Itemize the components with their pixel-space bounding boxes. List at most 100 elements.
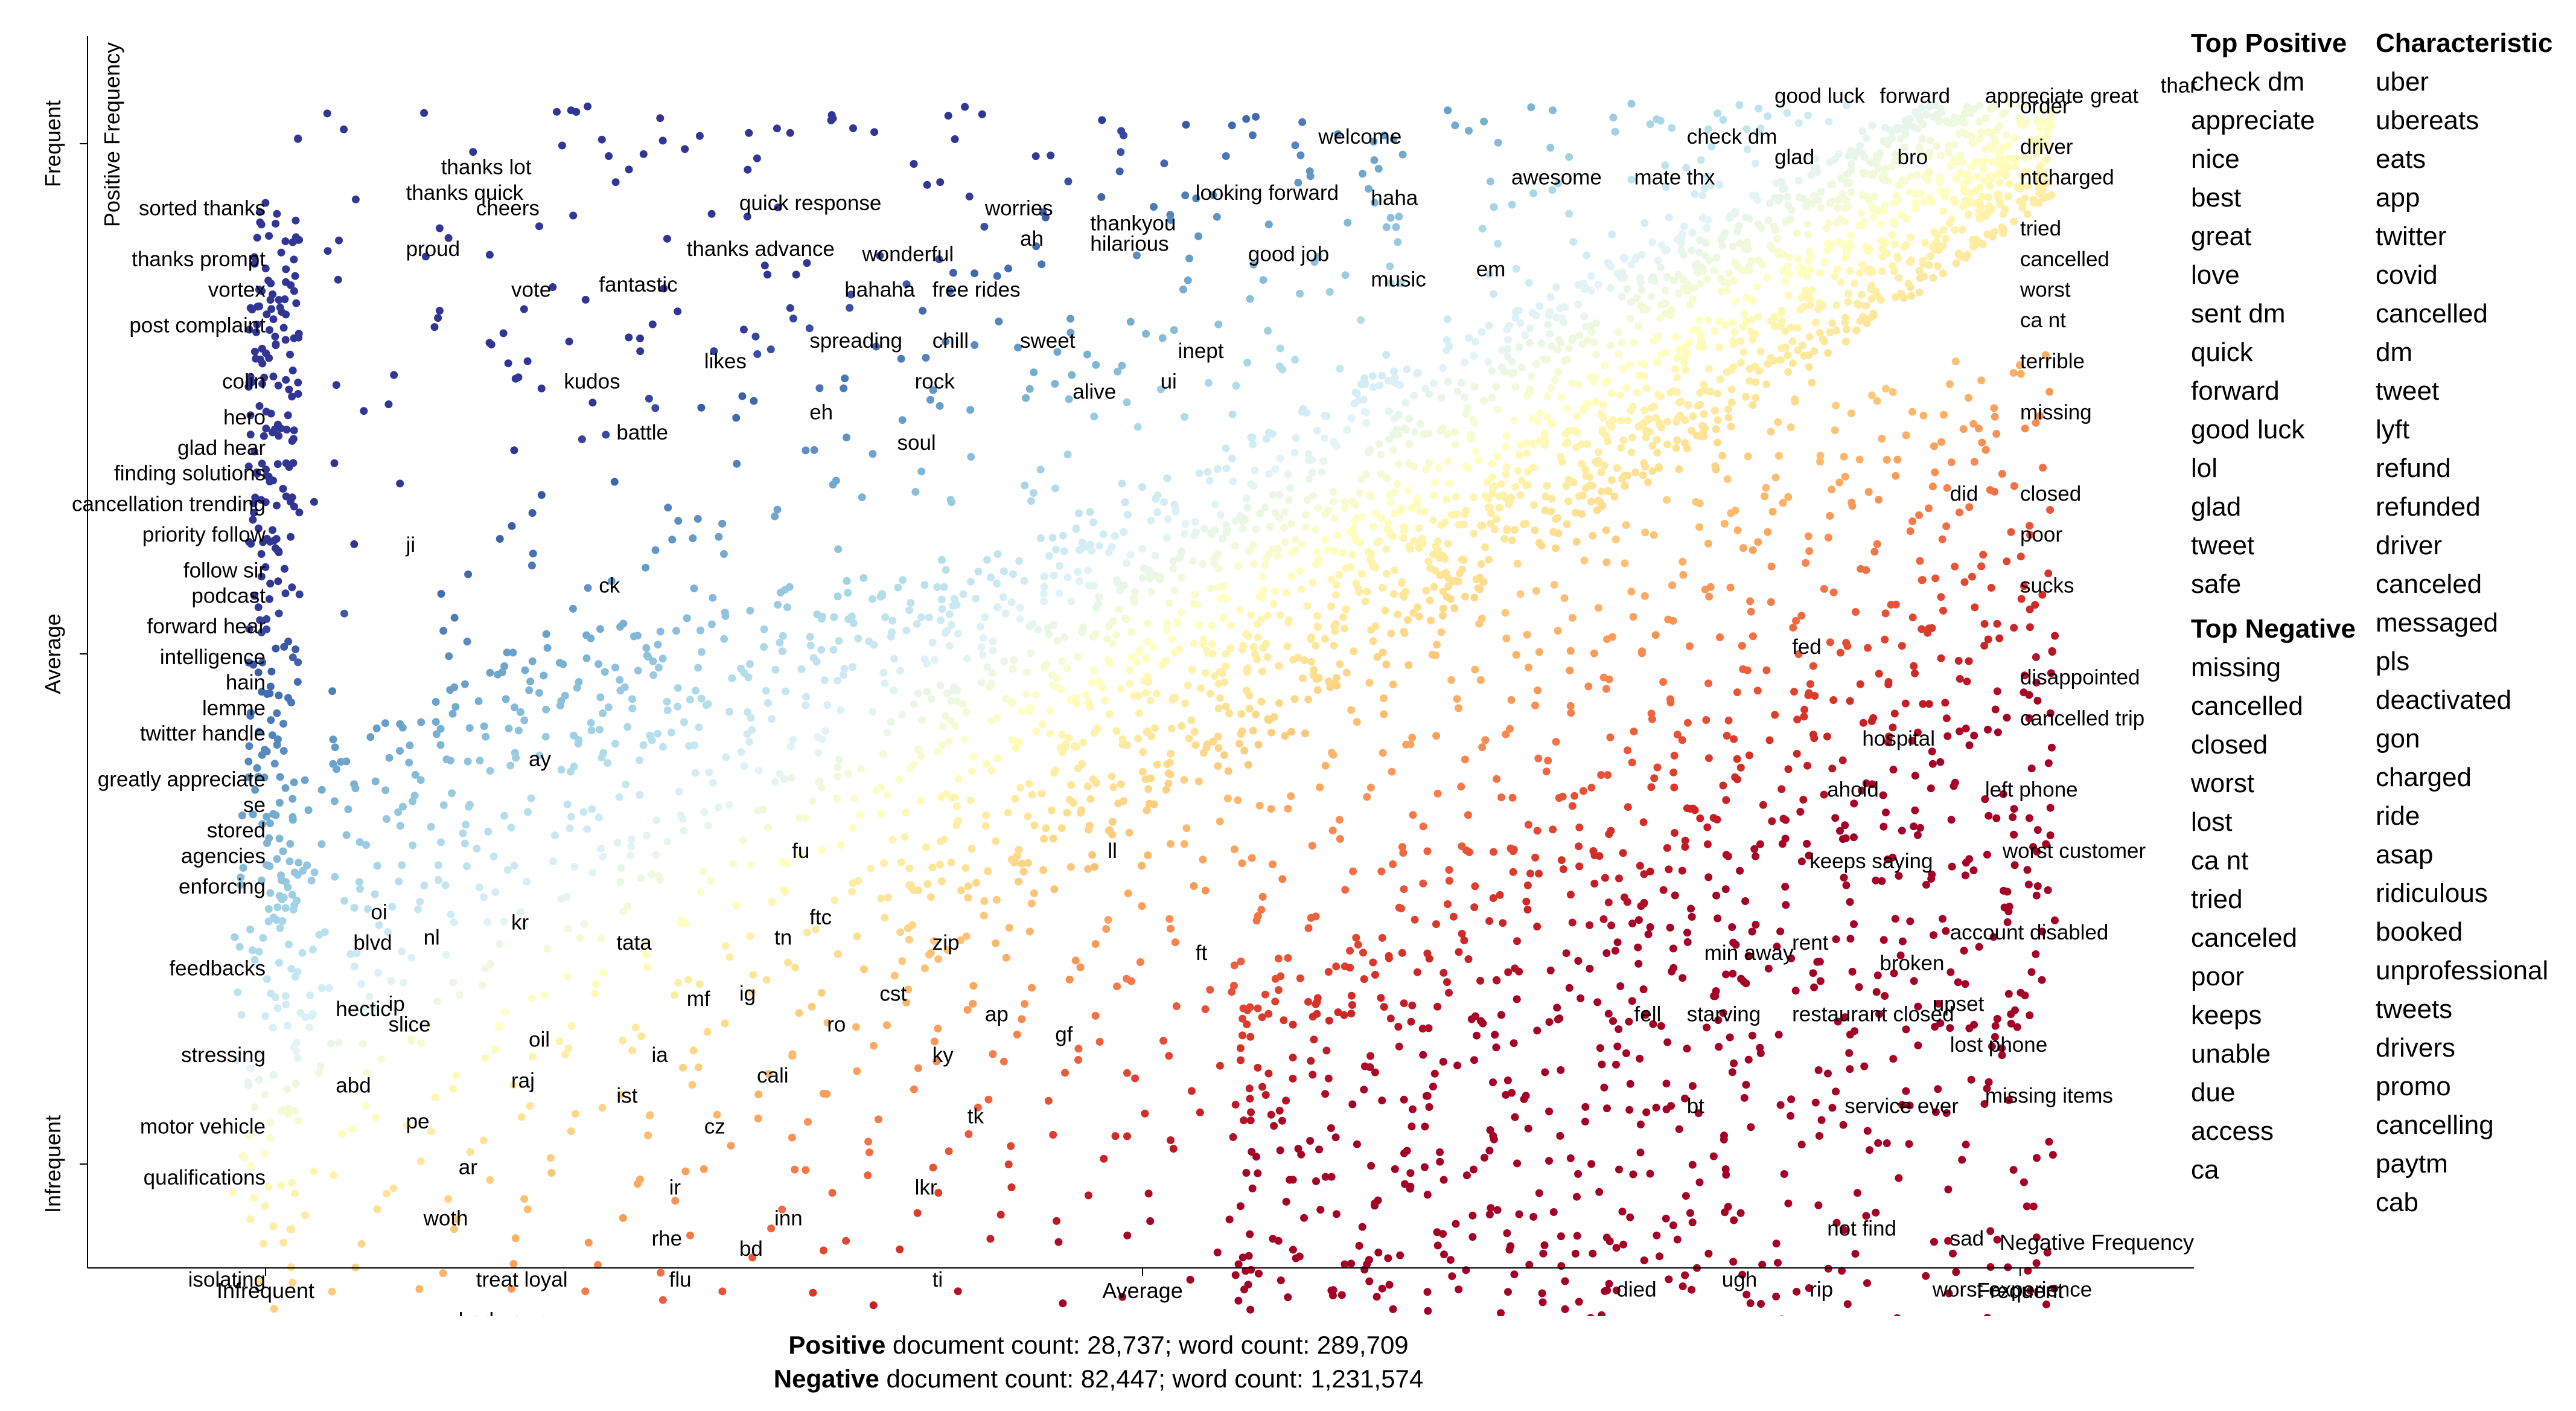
term-point bbox=[1807, 171, 1816, 179]
term-point bbox=[1965, 741, 1974, 749]
term-point bbox=[263, 813, 271, 821]
term-point bbox=[1493, 515, 1501, 523]
term-point bbox=[1127, 653, 1136, 662]
term-point bbox=[406, 741, 414, 750]
term-point bbox=[1204, 379, 1213, 387]
term-point bbox=[2010, 134, 2018, 142]
term-point bbox=[604, 703, 613, 711]
term-point bbox=[267, 667, 276, 676]
term-label: ui bbox=[1161, 370, 1177, 394]
term-point bbox=[1789, 359, 1797, 368]
term-point bbox=[1085, 581, 1093, 590]
term-point bbox=[1707, 181, 1715, 190]
term-point bbox=[1185, 254, 1193, 263]
term-point bbox=[1354, 584, 1362, 593]
term-point bbox=[2021, 424, 2029, 433]
term-point bbox=[1787, 323, 1795, 331]
term-point bbox=[1826, 638, 1834, 647]
term-point bbox=[1395, 411, 1403, 419]
term-point bbox=[1258, 572, 1267, 581]
term-point bbox=[869, 708, 877, 716]
term-point bbox=[1627, 448, 1636, 456]
term-point bbox=[1067, 781, 1076, 789]
term-point bbox=[296, 1009, 305, 1017]
term-point bbox=[1918, 625, 1926, 633]
term-point bbox=[1739, 348, 1748, 356]
term-point bbox=[1862, 566, 1870, 574]
term-point bbox=[858, 493, 866, 502]
term-point bbox=[1866, 1146, 1873, 1154]
term-point bbox=[1025, 385, 1034, 393]
term-point bbox=[1828, 485, 1836, 494]
term-point bbox=[1296, 151, 1305, 159]
legend-column-left: Top Positive check dm appreciate nice best g… bbox=[2191, 24, 2356, 1189]
term-point bbox=[1495, 504, 1503, 512]
term-point bbox=[1799, 796, 1808, 804]
term-point bbox=[448, 709, 457, 718]
term-point bbox=[1525, 278, 1533, 287]
term-point bbox=[1287, 519, 1295, 528]
term-point bbox=[1840, 1226, 1848, 1234]
term-point bbox=[1566, 667, 1574, 674]
term-point bbox=[1358, 1223, 1366, 1231]
term-point bbox=[788, 1133, 796, 1142]
term-point bbox=[2031, 601, 2039, 609]
term-point bbox=[1077, 808, 1085, 817]
term-point bbox=[1430, 491, 1438, 499]
term-point bbox=[1952, 174, 1960, 182]
term-point bbox=[963, 1006, 972, 1014]
term-point bbox=[253, 234, 261, 242]
term-point bbox=[1995, 122, 2004, 130]
term-point bbox=[1922, 880, 1930, 889]
term-point bbox=[1657, 263, 1665, 272]
term-point bbox=[1805, 851, 1813, 860]
term-point bbox=[1517, 363, 1526, 372]
term-point bbox=[2018, 172, 2026, 181]
term-point bbox=[390, 371, 398, 379]
term-point bbox=[1581, 466, 1590, 474]
term-point bbox=[1636, 278, 1645, 287]
term-point bbox=[1575, 862, 1584, 871]
term-point bbox=[689, 1046, 698, 1055]
term-point bbox=[1287, 572, 1295, 581]
term-point bbox=[2000, 108, 2009, 117]
term-point bbox=[1374, 1249, 1383, 1256]
term-point bbox=[1045, 552, 1053, 560]
term-point bbox=[2021, 991, 2029, 1000]
term-point bbox=[615, 793, 623, 801]
term-point bbox=[813, 732, 821, 741]
term-point bbox=[1447, 676, 1456, 684]
term-point bbox=[699, 867, 707, 875]
term-point bbox=[1986, 1263, 1995, 1271]
term-point bbox=[1484, 358, 1493, 366]
term-point bbox=[1753, 283, 1761, 291]
term-point bbox=[934, 955, 943, 964]
term-point bbox=[1379, 648, 1387, 657]
term-point bbox=[1889, 723, 1897, 732]
term-point bbox=[1411, 427, 1419, 436]
term-point bbox=[384, 400, 393, 409]
term-point bbox=[1395, 903, 1403, 912]
term-point bbox=[999, 593, 1007, 601]
term-point bbox=[1336, 835, 1344, 843]
term-point bbox=[1959, 202, 1968, 211]
term-point bbox=[305, 1023, 313, 1031]
term-point bbox=[1773, 942, 1781, 951]
term-point bbox=[1267, 1110, 1275, 1119]
term-point bbox=[1562, 949, 1570, 958]
term-point bbox=[1493, 976, 1501, 985]
term-point bbox=[1911, 669, 1919, 677]
term-point bbox=[416, 776, 425, 784]
term-point bbox=[1730, 328, 1739, 336]
top-negative-item: ca nt bbox=[2191, 846, 2249, 875]
term-point bbox=[1264, 715, 1272, 723]
term-point bbox=[1040, 572, 1048, 581]
term-point bbox=[704, 821, 712, 830]
term-point bbox=[1433, 1241, 1442, 1250]
term-point bbox=[1742, 293, 1750, 302]
term-point bbox=[415, 1285, 424, 1293]
term-point bbox=[1380, 131, 1388, 139]
term-label: cali bbox=[757, 1064, 789, 1087]
term-point bbox=[1053, 674, 1061, 682]
term-point bbox=[306, 991, 314, 1000]
